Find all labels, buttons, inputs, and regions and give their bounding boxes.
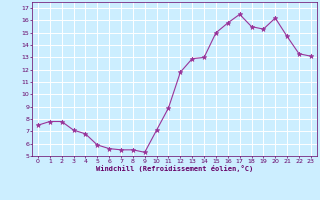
- X-axis label: Windchill (Refroidissement éolien,°C): Windchill (Refroidissement éolien,°C): [96, 165, 253, 172]
